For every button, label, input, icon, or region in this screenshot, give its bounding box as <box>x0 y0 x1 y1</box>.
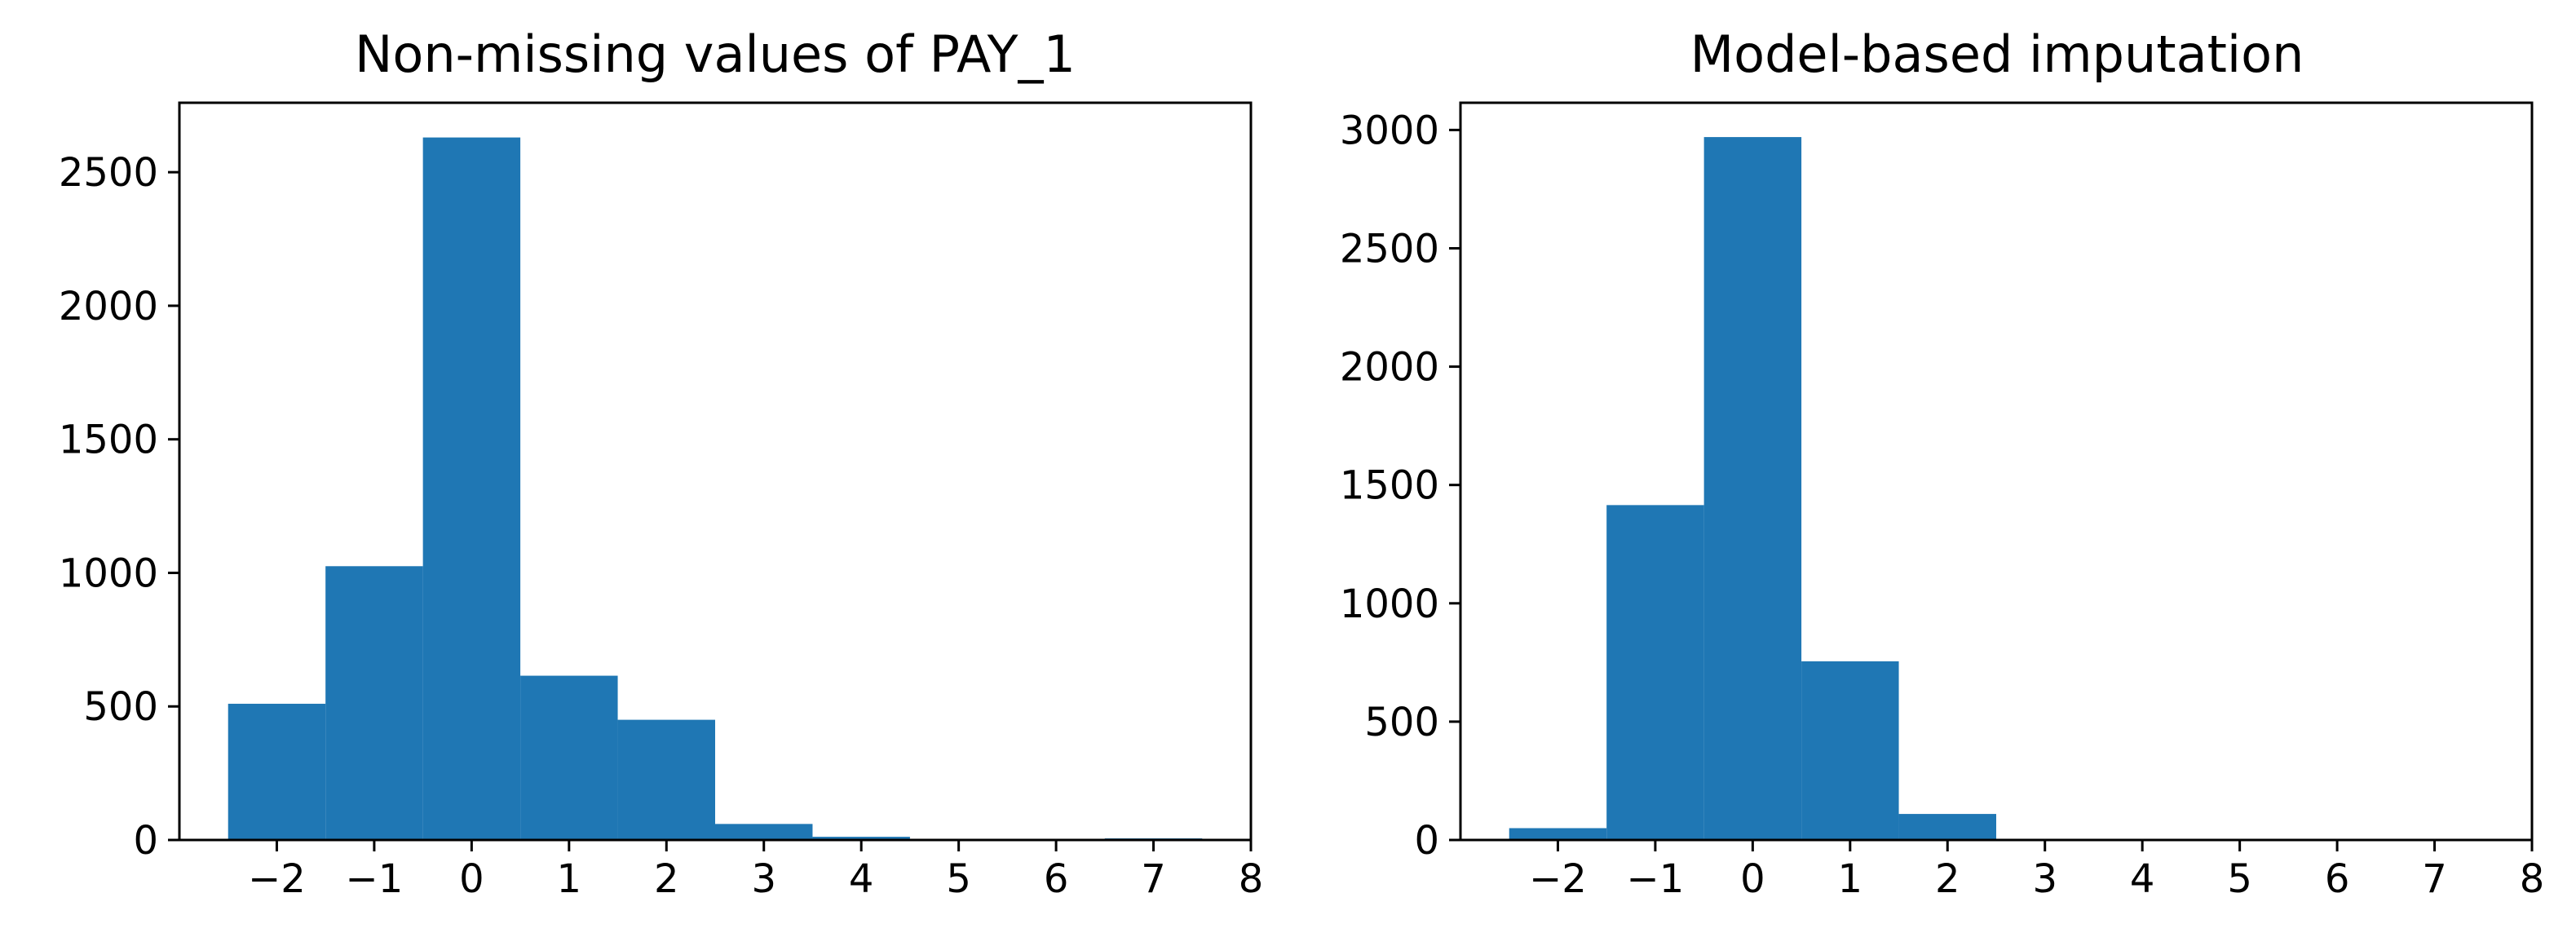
chart-right-y-tick-label: 3000 <box>1340 108 1439 153</box>
chart-right-y-tick-label: 1000 <box>1340 581 1439 627</box>
chart-left-axes-frame <box>178 101 1253 842</box>
chart-left-x-tick-label: −2 <box>248 856 306 902</box>
chart-left-title: Non-missing values of PAY_1 <box>355 24 1076 84</box>
chart-left-y-tick-label: 1000 <box>59 550 158 596</box>
chart-right-x-tick-label: 7 <box>2422 856 2447 902</box>
chart-right-x-tick-label: 1 <box>1838 856 1863 902</box>
chart-right-y-tick-label: 0 <box>1414 818 1439 864</box>
chart-left-bar <box>812 837 910 840</box>
chart-left-x-axis: −2 −1 0 1 2 3 4 5 6 7 8 <box>248 840 1263 902</box>
chart-left-x-tick-label: 3 <box>751 856 776 902</box>
chart-right-axes-frame <box>1459 101 2534 842</box>
chart-left-bar <box>715 824 813 840</box>
chart-right-x-tick-label: −1 <box>1627 856 1685 902</box>
chart-left-x-tick-label: 1 <box>557 856 582 902</box>
chart-left-x-tick-label: 6 <box>1044 856 1069 902</box>
chart-right-bar <box>1509 828 1607 840</box>
chart-right-bars <box>1509 137 2484 840</box>
chart-left-x-tick-label: 4 <box>849 856 874 902</box>
chart-right-bar <box>1606 505 1704 840</box>
chart-left-bars <box>228 137 1203 840</box>
chart-right-y-tick-label: 500 <box>1364 700 1439 745</box>
chart-right-x-axis: −2 −1 0 1 2 3 4 5 6 7 8 <box>1529 840 2544 902</box>
chart-right-x-tick-label: 2 <box>1935 856 1960 902</box>
chart-left-x-tick-label: 2 <box>654 856 679 902</box>
chart-right-bar <box>1801 661 1899 840</box>
chart-right-x-tick-label: 6 <box>2325 856 2350 902</box>
chart-right-bar <box>1898 814 1996 840</box>
chart-right-y-tick-label: 1500 <box>1340 463 1439 509</box>
chart-left-x-tick-label: 7 <box>1141 856 1166 902</box>
chart-right-x-tick-label: 0 <box>1740 856 1765 902</box>
chart-right-bar <box>1703 137 1802 840</box>
chart-right-x-tick-label: 3 <box>2032 856 2057 902</box>
chart-left-x-tick-label: −1 <box>346 856 404 902</box>
chart-right-x-tick-label: 4 <box>2130 856 2155 902</box>
chart-left-bar <box>228 703 326 840</box>
chart-left-bar <box>325 566 423 840</box>
chart-left-bar <box>422 137 521 840</box>
chart-right-y-axis: 0 500 1000 1500 2000 2500 3000 <box>1340 108 1460 864</box>
chart-left-x-tick-label: 5 <box>946 856 971 902</box>
chart-right-y-tick-label: 2000 <box>1340 345 1439 391</box>
chart-left-x-tick-label: 0 <box>459 856 484 902</box>
chart-right-x-tick-label: 5 <box>2227 856 2252 902</box>
chart-left-y-tick-label: 0 <box>133 818 158 864</box>
chart-left-y-tick-label: 1500 <box>59 418 158 463</box>
chart-right-x-tick-label: 8 <box>2520 856 2545 902</box>
chart-left-bar <box>520 675 618 840</box>
chart-right-x-tick-label: −2 <box>1529 856 1587 902</box>
chart-right-title: Model-based imputation <box>1690 24 2304 84</box>
chart-left-y-tick-label: 500 <box>83 684 158 730</box>
chart-left-y-axis: 0 500 1000 1500 2000 2500 <box>59 150 179 864</box>
chart-left-y-tick-label: 2000 <box>59 284 158 329</box>
chart-left-y-tick-label: 2500 <box>59 150 158 196</box>
chart-left-bar <box>617 719 715 840</box>
chart-right: Model-based imputation −2 −1 0 1 2 3 4 5 6 7 8 0 50… <box>1340 24 2544 902</box>
chart-right-y-tick-label: 2500 <box>1340 226 1439 272</box>
chart-left-x-tick-label: 8 <box>1239 856 1264 902</box>
chart-left: Non-missing values of PAY_1 −2 −1 0 1 2 3 4 5 6 7… <box>59 24 1263 902</box>
